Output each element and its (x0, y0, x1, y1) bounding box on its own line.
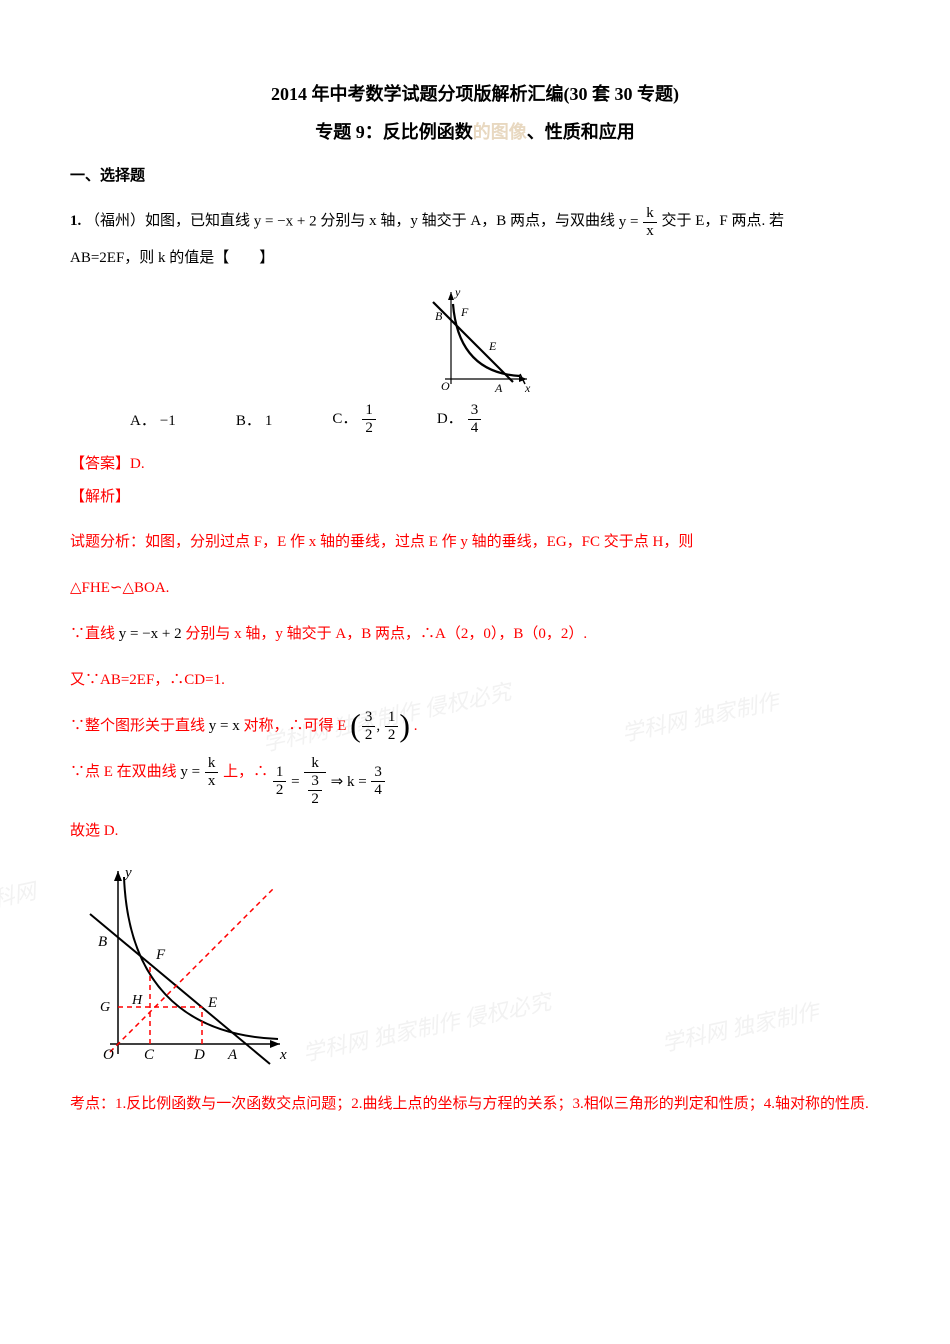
label2-G: G (100, 1000, 110, 1015)
label2-y: y (123, 865, 132, 881)
label-F: F (460, 305, 469, 319)
title2-part-b: 、性质和应用 (527, 122, 635, 142)
x-arrow-2 (270, 1040, 280, 1048)
section-heading: 一、选择题 (70, 164, 880, 185)
label2-H: H (131, 993, 143, 1008)
option-A: A．−1 (130, 409, 176, 430)
question-condition: AB=2EF，则 k 的值是【 】 (70, 250, 274, 266)
page-title-1: 2014 年中考数学试题分项版解析汇编(30 套 30 专题) (70, 80, 880, 106)
E-x-den: 2 (362, 727, 376, 743)
analysis-line-5: ∵整个图形关于直线 y = x 对称，∴可得 E ( 32 , 12 ) . (70, 708, 880, 745)
option-C: C． 12 (332, 403, 377, 436)
equation-line: y = −x + 2 (254, 214, 317, 230)
dash-yx (110, 887, 275, 1052)
watermark: 学科网 (0, 873, 39, 918)
k-left-num: 1 (273, 765, 287, 782)
question-source: （福州）如图，已知直线 (85, 213, 250, 229)
question-text-2: 交于 E，F 两点. 若 (661, 213, 784, 229)
exam-points: 考点：1.反比例函数与一次函数交点问题；2.曲线上点的坐标与方程的关系；3.相似… (70, 1090, 880, 1119)
figure-2-container: y x B F E A O G H C D (70, 859, 880, 1074)
l6b: 上，∴ (223, 764, 268, 780)
analysis-line-6: ∵点 E 在双曲线 y = kx 上，∴ 12 = k 32 ⇒ k = 34 (70, 754, 880, 807)
k-right-den: 4 (371, 782, 385, 798)
l6-eq-den: x (205, 773, 219, 789)
analysis-line-7: 故选 D. (70, 813, 880, 849)
title2-faded: 的图像 (473, 122, 527, 142)
k-mid-den-n: 3 (308, 774, 322, 791)
opt-A-val: −1 (160, 413, 176, 429)
option-D: D． 34 (437, 403, 482, 436)
opt-D-den: 4 (468, 420, 482, 436)
question-stem: 1. （福州）如图，已知直线 y = −x + 2 分别与 x 轴，y 轴交于 … (70, 203, 880, 276)
label2-A: A (227, 1047, 238, 1063)
label2-B: B (98, 934, 107, 950)
line-ab-2 (90, 914, 270, 1064)
l3a: ∵直线 (70, 626, 115, 642)
analysis-line-1: 试题分析：如图，分别过点 F，E 作 x 轴的垂线，过点 E 作 y 轴的垂线，… (70, 524, 880, 560)
l6a: ∵点 E 在双曲线 (70, 764, 177, 780)
line-ab (433, 302, 513, 382)
analysis-line-2: △FHE∽△BOA. (70, 570, 880, 606)
label-x: x (524, 381, 531, 394)
k-left-den: 2 (273, 782, 287, 798)
eq2-num: k (643, 206, 657, 223)
E-y-den: 2 (385, 727, 399, 743)
l5c: . (414, 718, 418, 734)
label2-O: O (103, 1047, 114, 1063)
l5b: 对称，∴可得 E (243, 718, 346, 734)
label2-D: D (193, 1047, 205, 1063)
equation-hyperbola: y = kx (619, 214, 662, 230)
y-arrow-2 (114, 871, 122, 881)
y-arrow (448, 292, 454, 300)
label-A: A (494, 381, 503, 394)
label2-E: E (207, 995, 217, 1011)
label-B: B (435, 309, 443, 323)
figure-1: y x B F E A O (415, 284, 535, 394)
question-text-1: 分别与 x 轴，y 轴交于 A，B 两点，与双曲线 (320, 213, 615, 229)
opt-D-num: 3 (468, 403, 482, 420)
label-y: y (454, 285, 461, 299)
k-derivation: 12 = k 32 ⇒ k = 34 (272, 756, 386, 807)
k-mid-den-d: 2 (308, 791, 322, 807)
answer-heading: 【答案】D. (70, 452, 880, 473)
k-mid-num: k (304, 756, 326, 773)
l6-eq-num: k (205, 756, 219, 773)
figure-1-container: y x B F E A O (70, 284, 880, 399)
opt-B-val: 1 (265, 413, 273, 429)
l5a: ∵整个图形关于直线 (70, 718, 205, 734)
analysis-heading: 【解析】 (70, 485, 880, 506)
label2-C: C (144, 1047, 155, 1063)
opt-D-label: D． (437, 411, 463, 427)
E-x-num: 3 (362, 710, 376, 727)
opt-C-label: C． (332, 411, 357, 427)
l3-eq: y = −x + 2 (119, 626, 182, 642)
analysis-line-4: 又∵AB=2EF，∴CD=1. (70, 662, 880, 698)
analysis-line-3: ∵直线 y = −x + 2 分别与 x 轴，y 轴交于 A，B 两点，∴A（2… (70, 616, 880, 652)
title2-part-a: 专题 9：反比例函数 (315, 122, 473, 142)
label-O: O (441, 379, 450, 393)
opt-B-label: B． (236, 413, 261, 429)
options-row: A．−1 B．1 C．12 D．34 (70, 403, 880, 436)
page-title-2: 专题 9：反比例函数的图像、性质和应用 (70, 118, 880, 144)
label-E: E (488, 339, 497, 353)
opt-A-label: A． (130, 413, 156, 429)
figure-2: y x B F E A O G H C D (70, 859, 300, 1069)
l3b: 分别与 x 轴，y 轴交于 A，B 两点，∴A（2，0），B（0，2）. (185, 626, 587, 642)
E-y-num: 1 (385, 710, 399, 727)
eq2-den: x (643, 223, 657, 239)
opt-C-num: 1 (362, 403, 376, 420)
l5-eq: y = x (209, 718, 240, 734)
l6-eq-pre: y = (180, 764, 200, 780)
hyperbola-2 (124, 877, 278, 1039)
k-mid-den-frac: 32 (304, 773, 326, 807)
k-right-num: 3 (371, 765, 385, 782)
label2-F: F (155, 947, 166, 963)
point-E-coords: ( 32 , 12 ) (350, 708, 410, 744)
option-B: B．1 (236, 409, 273, 430)
eq2-lhs: y = (619, 214, 639, 230)
opt-C-den: 2 (362, 420, 376, 436)
label2-x: x (279, 1047, 287, 1063)
question-number: 1. (70, 213, 81, 229)
l6-eq-hyp: y = kx (180, 764, 223, 780)
